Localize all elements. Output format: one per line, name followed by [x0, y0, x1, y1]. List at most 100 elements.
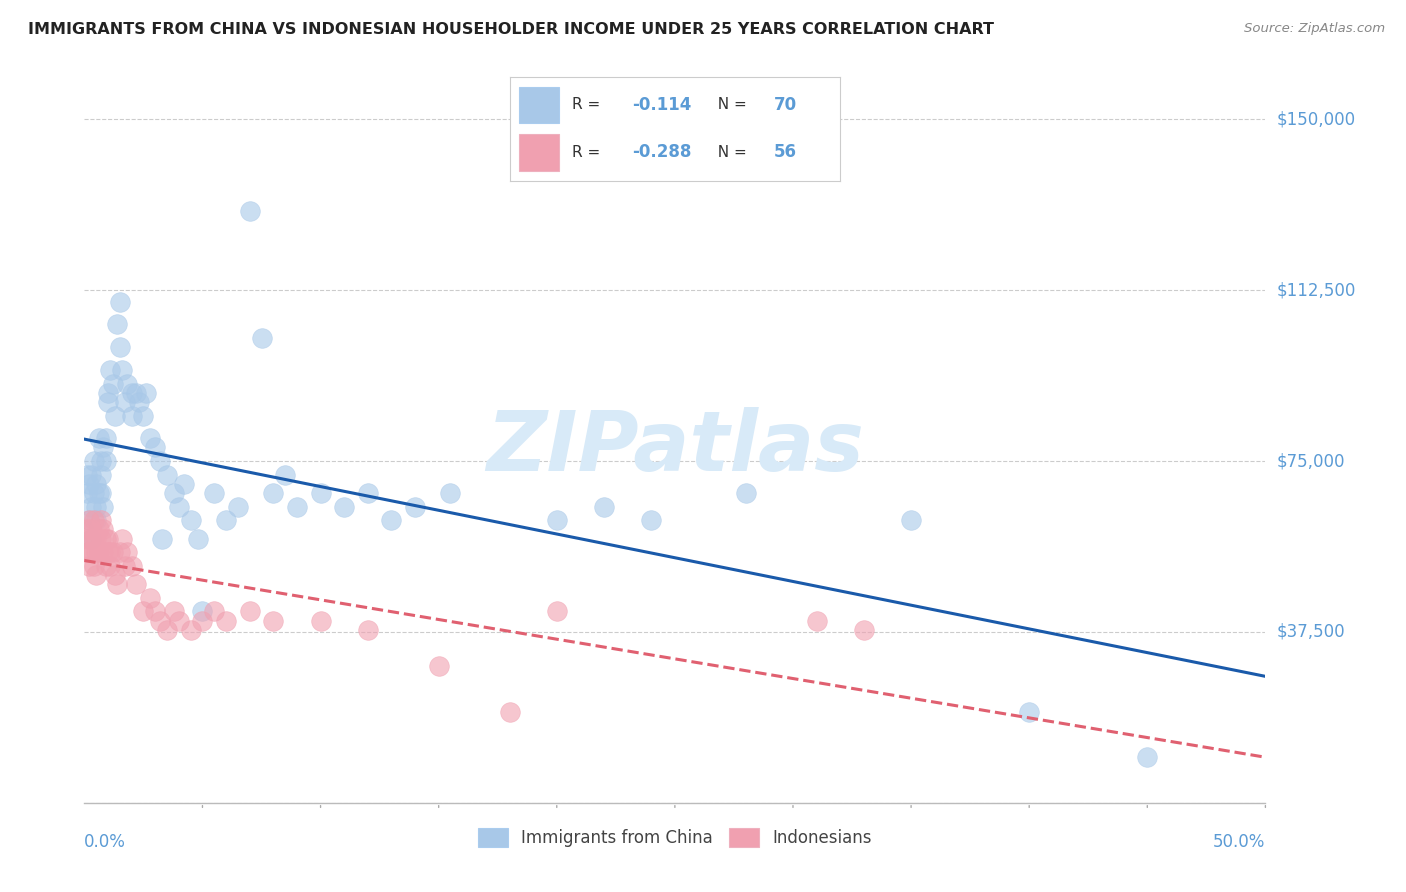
Point [90, 486, 112, 500]
Point [215, 614, 238, 628]
Point [202, 604, 225, 618]
Text: ZIPatlas: ZIPatlas [486, 407, 863, 488]
Point [143, 441, 166, 455]
Point [97, 545, 120, 559]
Point [132, 409, 155, 423]
Point [76, 532, 98, 546]
Point [84, 568, 107, 582]
Point [167, 500, 190, 514]
Point [80, 467, 103, 482]
Point [87, 431, 110, 445]
Point [80, 532, 103, 546]
Point [156, 467, 179, 482]
Point [83, 558, 105, 573]
Point [107, 577, 129, 591]
Point [734, 486, 756, 500]
Point [87, 523, 110, 537]
Text: $112,500: $112,500 [1277, 281, 1355, 299]
Point [262, 614, 284, 628]
Point [121, 558, 143, 573]
Point [111, 363, 134, 377]
Point [309, 614, 332, 628]
Point [125, 577, 148, 591]
Text: $150,000: $150,000 [1277, 111, 1355, 128]
Point [139, 431, 162, 445]
Point [91, 523, 114, 537]
Point [104, 409, 127, 423]
Point [173, 476, 195, 491]
Point [91, 545, 114, 559]
Point [90, 532, 112, 546]
Point [87, 545, 110, 559]
Point [135, 385, 157, 400]
Point [94, 454, 117, 468]
Point [107, 318, 129, 332]
Point [404, 500, 426, 514]
Point [77, 476, 100, 491]
Point [191, 614, 214, 628]
Point [77, 513, 100, 527]
Legend: Immigrants from China, Indonesians: Immigrants from China, Indonesians [471, 822, 879, 854]
Point [76, 486, 98, 500]
Point [439, 486, 461, 500]
Point [101, 376, 124, 391]
Point [98, 545, 121, 559]
Point [94, 431, 117, 445]
Point [167, 614, 190, 628]
Point [97, 395, 120, 409]
Point [115, 545, 138, 559]
Point [80, 532, 103, 546]
Point [285, 500, 308, 514]
Text: $37,500: $37,500 [1277, 623, 1346, 641]
Point [1136, 750, 1159, 764]
Point [91, 441, 114, 455]
Point [187, 532, 209, 546]
Point [108, 294, 131, 309]
Point [91, 500, 114, 514]
Point [104, 568, 127, 582]
Point [163, 604, 186, 618]
Point [156, 623, 179, 637]
Point [498, 705, 520, 719]
Point [546, 604, 568, 618]
Text: $75,000: $75,000 [1277, 452, 1346, 470]
Point [202, 486, 225, 500]
Point [94, 532, 117, 546]
Point [250, 331, 273, 345]
Point [309, 486, 332, 500]
Point [1018, 705, 1040, 719]
Point [357, 623, 380, 637]
Point [80, 500, 103, 514]
Point [94, 558, 117, 573]
Point [333, 500, 356, 514]
Point [90, 454, 112, 468]
Point [76, 467, 98, 482]
Point [239, 604, 262, 618]
Point [87, 486, 110, 500]
Text: 50.0%: 50.0% [1213, 833, 1265, 851]
Point [262, 486, 284, 500]
Point [90, 467, 112, 482]
Point [84, 545, 107, 559]
Text: Source: ZipAtlas.com: Source: ZipAtlas.com [1244, 22, 1385, 36]
Point [108, 545, 131, 559]
Text: IMMIGRANTS FROM CHINA VS INDONESIAN HOUSEHOLDER INCOME UNDER 25 YEARS CORRELATIO: IMMIGRANTS FROM CHINA VS INDONESIAN HOUS… [28, 22, 994, 37]
Point [101, 545, 124, 559]
Point [593, 500, 616, 514]
Point [114, 558, 136, 573]
Point [114, 395, 136, 409]
Point [180, 623, 202, 637]
Point [150, 532, 173, 546]
Point [80, 523, 103, 537]
Point [380, 513, 402, 527]
Point [84, 500, 107, 514]
Point [84, 476, 107, 491]
Point [427, 659, 450, 673]
Point [111, 532, 134, 546]
Point [125, 385, 148, 400]
Point [640, 513, 662, 527]
Point [357, 486, 380, 500]
Point [132, 604, 155, 618]
Point [191, 604, 214, 618]
Point [108, 340, 131, 354]
